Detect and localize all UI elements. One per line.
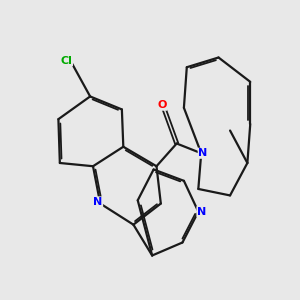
Text: N: N bbox=[93, 197, 103, 207]
Text: N: N bbox=[198, 148, 208, 158]
Text: Cl: Cl bbox=[61, 56, 72, 66]
Text: N: N bbox=[197, 207, 206, 217]
Text: O: O bbox=[158, 100, 167, 110]
